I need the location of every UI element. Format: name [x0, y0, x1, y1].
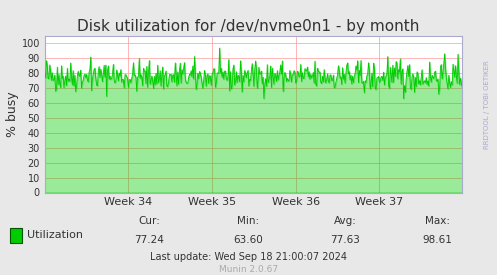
Text: RRDTOOL / TOBI OETIKER: RRDTOOL / TOBI OETIKER [484, 60, 490, 149]
Text: Last update: Wed Sep 18 21:00:07 2024: Last update: Wed Sep 18 21:00:07 2024 [150, 252, 347, 262]
Text: Utilization: Utilization [27, 230, 83, 240]
Text: 98.61: 98.61 [422, 235, 452, 245]
Text: Cur:: Cur: [138, 216, 160, 226]
Text: Munin 2.0.67: Munin 2.0.67 [219, 265, 278, 274]
Text: Max:: Max: [425, 216, 450, 226]
Text: Disk utilization for /dev/nvme0n1 - by month: Disk utilization for /dev/nvme0n1 - by m… [78, 19, 419, 34]
Text: Min:: Min: [238, 216, 259, 226]
Text: Avg:: Avg: [334, 216, 357, 226]
Text: 77.63: 77.63 [331, 235, 360, 245]
Text: 63.60: 63.60 [234, 235, 263, 245]
Y-axis label: % busy: % busy [6, 91, 19, 137]
Text: 77.24: 77.24 [134, 235, 164, 245]
